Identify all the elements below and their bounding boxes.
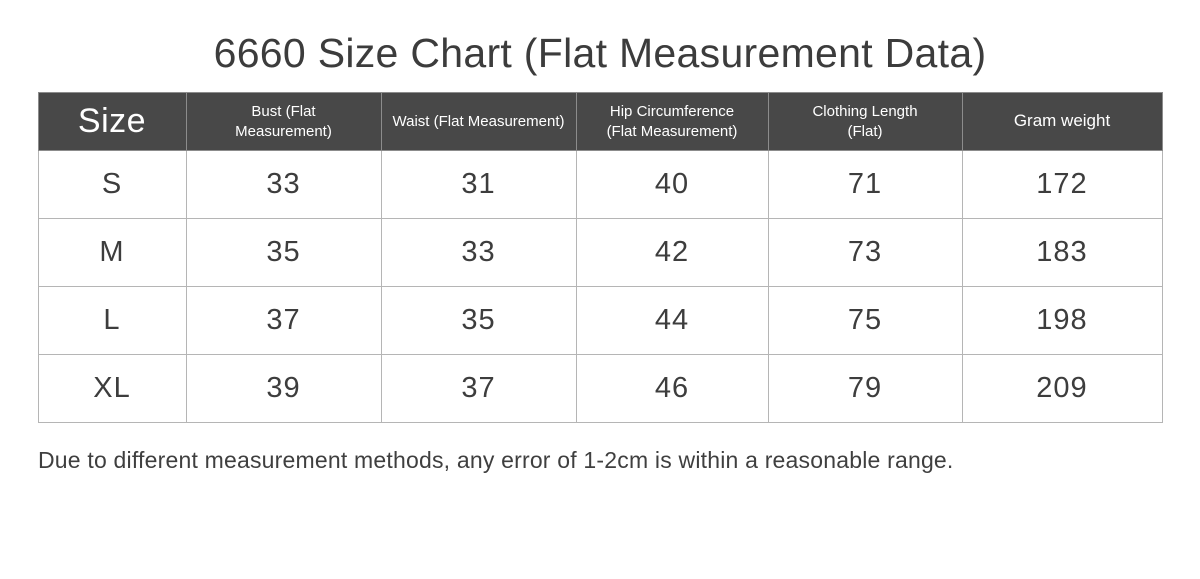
- cell-waist: 37: [380, 354, 577, 423]
- cell-size: L: [37, 286, 187, 355]
- table-header-row: Size Bust (Flat Measurement) Waist (Flat…: [37, 92, 1163, 151]
- header-waist: Waist (Flat Measurement): [380, 92, 577, 151]
- cell-bust: 33: [185, 150, 382, 219]
- page-title: 6660 Size Chart (Flat Measurement Data): [213, 30, 987, 76]
- cell-gram-weight: 209: [961, 354, 1163, 423]
- cell-gram-weight: 183: [961, 218, 1163, 287]
- cell-bust: 35: [185, 218, 382, 287]
- header-size: Size: [37, 92, 187, 151]
- cell-gram-weight: 198: [961, 286, 1163, 355]
- cell-clothing-length: 75: [767, 286, 963, 355]
- cell-size: XL: [37, 354, 187, 423]
- header-bust: Bust (Flat Measurement): [185, 92, 382, 151]
- cell-hip: 44: [575, 286, 769, 355]
- cell-hip: 46: [575, 354, 769, 423]
- table-row: S 33 31 40 71 172: [37, 150, 1163, 219]
- cell-size: M: [37, 218, 187, 287]
- cell-size: S: [37, 150, 187, 219]
- measurement-disclaimer: Due to different measurement methods, an…: [38, 447, 954, 473]
- cell-hip: 40: [575, 150, 769, 219]
- size-chart-page: 6660 Size Chart (Flat Measurement Data) …: [0, 30, 1200, 579]
- table-row: M 35 33 42 73 183: [37, 218, 1163, 287]
- cell-bust: 37: [185, 286, 382, 355]
- header-clothing-length: Clothing Length (Flat): [767, 92, 963, 151]
- cell-hip: 42: [575, 218, 769, 287]
- size-chart-table: Size Bust (Flat Measurement) Waist (Flat…: [37, 92, 1163, 423]
- cell-clothing-length: 71: [767, 150, 963, 219]
- table-row: L 37 35 44 75 198: [37, 286, 1163, 355]
- table-row: XL 39 37 46 79 209: [37, 354, 1163, 423]
- cell-clothing-length: 79: [767, 354, 963, 423]
- cell-gram-weight: 172: [961, 150, 1163, 219]
- header-hip: Hip Circumference (Flat Measurement): [575, 92, 769, 151]
- cell-clothing-length: 73: [767, 218, 963, 287]
- cell-waist: 31: [380, 150, 577, 219]
- cell-bust: 39: [185, 354, 382, 423]
- header-gram-weight: Gram weight: [961, 92, 1163, 151]
- cell-waist: 35: [380, 286, 577, 355]
- cell-waist: 33: [380, 218, 577, 287]
